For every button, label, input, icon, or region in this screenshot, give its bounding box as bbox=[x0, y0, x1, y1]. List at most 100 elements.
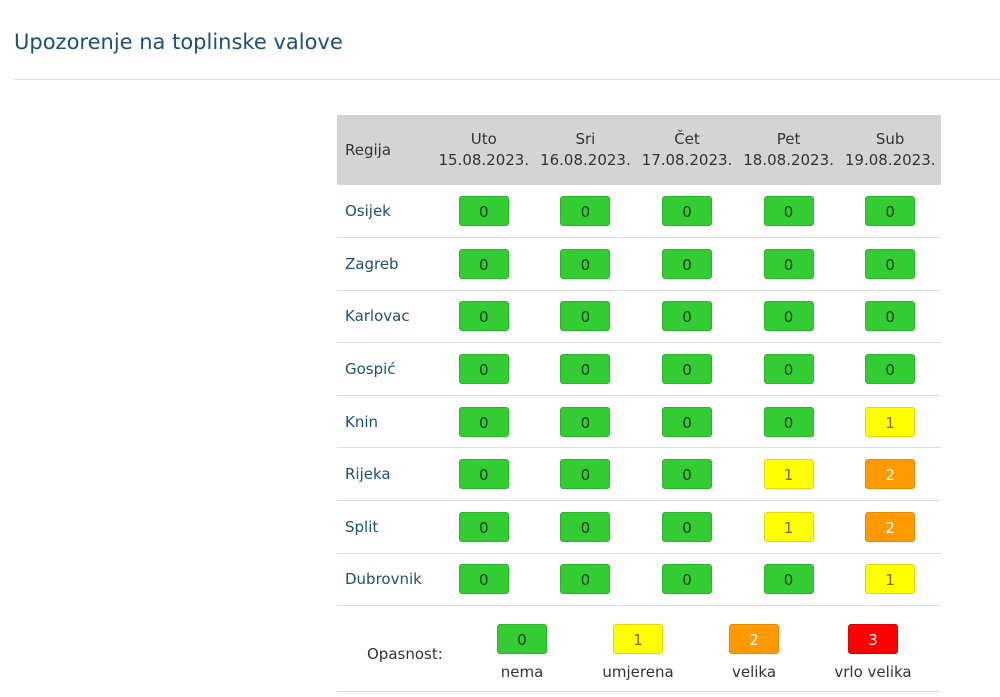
header-region: Regija bbox=[345, 140, 392, 159]
page-title: Upozorenje na toplinske valove bbox=[14, 30, 343, 54]
day-name: Sri bbox=[575, 130, 596, 148]
table-row: Osijek 0 0 0 0 0 bbox=[337, 185, 941, 238]
level-cell: 0 bbox=[738, 238, 840, 291]
day-name: Sub bbox=[875, 130, 905, 148]
level-cell: 0 bbox=[433, 395, 535, 448]
table-row: Dubrovnik 0 0 0 0 1 bbox=[337, 553, 941, 606]
level-cell: 0 bbox=[636, 290, 738, 343]
level-badge: 0 bbox=[458, 459, 509, 490]
level-badge: 0 bbox=[661, 248, 712, 279]
level-badge: 0 bbox=[763, 564, 814, 595]
level-cell: 0 bbox=[535, 553, 637, 606]
day-date: 19.08.2023. bbox=[844, 151, 936, 169]
level-cell: 0 bbox=[738, 185, 840, 238]
header-day: Čet 17.08.2023. bbox=[636, 115, 738, 185]
region-link[interactable]: Karlovac bbox=[345, 307, 410, 326]
region-link[interactable]: Dubrovnik bbox=[345, 570, 422, 589]
level-badge: 1 bbox=[865, 406, 916, 437]
level-badge: 0 bbox=[560, 459, 611, 490]
day-name: Uto bbox=[470, 130, 497, 148]
header-day: Sub 19.08.2023. bbox=[839, 115, 941, 185]
level-badge: 0 bbox=[560, 301, 611, 332]
level-cell: 0 bbox=[738, 395, 840, 448]
level-cell: 0 bbox=[636, 448, 738, 501]
day-date: 18.08.2023. bbox=[743, 151, 834, 169]
level-badge: 0 bbox=[763, 354, 814, 385]
legend-item-vrlo-velika: 3 vrlo velika bbox=[818, 624, 928, 681]
region-link[interactable]: Osijek bbox=[345, 202, 391, 221]
level-cell: 0 bbox=[636, 501, 738, 554]
level-cell: 0 bbox=[636, 343, 738, 396]
region-link[interactable]: Zagreb bbox=[345, 254, 399, 273]
level-badge: 0 bbox=[560, 354, 611, 385]
level-cell: 0 bbox=[636, 185, 738, 238]
heatwave-warning-table: Regija Uto 15.08.2023. Sri 16.08.2023. Č… bbox=[337, 115, 941, 606]
legend-item-nema: 0 nema bbox=[467, 624, 577, 681]
legend-text: umjerena bbox=[602, 663, 674, 681]
level-badge: 0 bbox=[865, 248, 916, 279]
level-badge: 2 bbox=[729, 624, 779, 654]
level-badge: 1 bbox=[613, 624, 663, 654]
day-date: 15.08.2023. bbox=[438, 151, 530, 169]
level-cell: 0 bbox=[636, 238, 738, 291]
level-cell: 0 bbox=[535, 395, 637, 448]
level-badge: 2 bbox=[865, 459, 916, 490]
header-day: Pet 18.08.2023. bbox=[738, 115, 840, 185]
level-cell: 0 bbox=[535, 343, 637, 396]
level-badge: 0 bbox=[865, 354, 916, 385]
day-name: Čet bbox=[674, 130, 700, 148]
title-divider bbox=[14, 79, 1000, 80]
level-badge: 0 bbox=[458, 564, 509, 595]
level-badge: 0 bbox=[560, 196, 611, 227]
level-badge: 0 bbox=[560, 248, 611, 279]
region-link[interactable]: Split bbox=[345, 517, 379, 536]
level-cell: 0 bbox=[738, 553, 840, 606]
level-cell: 2 bbox=[839, 448, 941, 501]
level-cell: 0 bbox=[535, 501, 637, 554]
level-badge: 0 bbox=[865, 301, 916, 332]
level-badge: 0 bbox=[763, 406, 814, 437]
level-cell: 0 bbox=[535, 448, 637, 501]
day-date: 16.08.2023. bbox=[540, 151, 631, 169]
level-badge: 0 bbox=[560, 511, 611, 542]
level-badge: 1 bbox=[865, 564, 916, 595]
day-date: 17.08.2023. bbox=[641, 151, 733, 169]
level-cell: 0 bbox=[738, 290, 840, 343]
legend-text: vrlo velika bbox=[834, 663, 912, 681]
legend-item-velika: 2 velika bbox=[699, 624, 809, 681]
level-badge: 0 bbox=[458, 248, 509, 279]
level-cell: 0 bbox=[839, 290, 941, 343]
level-badge: 0 bbox=[661, 354, 712, 385]
level-cell: 0 bbox=[433, 290, 535, 343]
level-badge: 0 bbox=[763, 248, 814, 279]
level-badge: 3 bbox=[848, 624, 898, 654]
level-badge: 0 bbox=[661, 301, 712, 332]
level-cell: 0 bbox=[535, 290, 637, 343]
level-cell: 0 bbox=[535, 185, 637, 238]
level-badge: 0 bbox=[458, 406, 509, 437]
level-cell: 0 bbox=[433, 448, 535, 501]
table-header-row: Regija Uto 15.08.2023. Sri 16.08.2023. Č… bbox=[337, 115, 941, 185]
table-row: Zagreb 0 0 0 0 0 bbox=[337, 238, 941, 291]
region-link[interactable]: Knin bbox=[345, 412, 379, 431]
level-badge: 0 bbox=[458, 196, 509, 227]
table-row: Split 0 0 0 1 2 bbox=[337, 501, 941, 554]
level-badge: 0 bbox=[458, 301, 509, 332]
level-badge: 0 bbox=[560, 406, 611, 437]
table-row: Rijeka 0 0 0 1 2 bbox=[337, 448, 941, 501]
region-link[interactable]: Rijeka bbox=[345, 465, 391, 484]
level-cell: 0 bbox=[535, 238, 637, 291]
level-cell: 0 bbox=[738, 343, 840, 396]
danger-legend: Opasnost: 0 nema 1 umjerena 2 velika 3 v… bbox=[337, 607, 941, 692]
legend-text: velika bbox=[731, 663, 777, 681]
table-row: Knin 0 0 0 0 1 bbox=[337, 395, 941, 448]
level-cell: 0 bbox=[433, 501, 535, 554]
level-badge: 2 bbox=[865, 511, 916, 542]
level-cell: 0 bbox=[433, 185, 535, 238]
level-cell: 0 bbox=[839, 238, 941, 291]
level-badge: 0 bbox=[661, 459, 712, 490]
level-cell: 0 bbox=[636, 553, 738, 606]
region-link[interactable]: Gospić bbox=[345, 360, 396, 379]
level-cell: 0 bbox=[839, 185, 941, 238]
level-badge: 0 bbox=[661, 564, 712, 595]
